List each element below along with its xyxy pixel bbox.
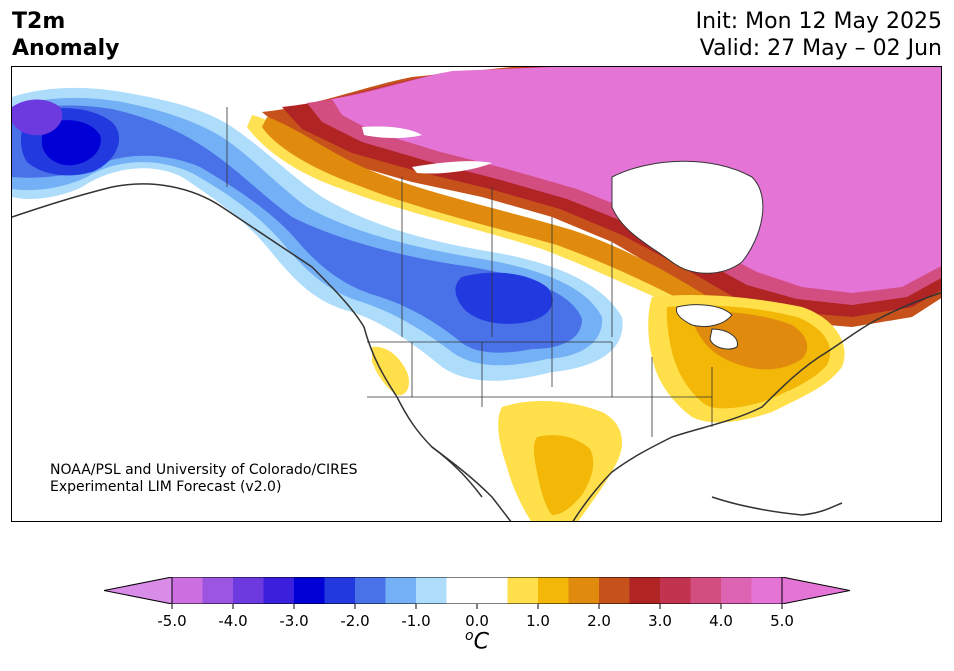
- colorbar-segment: [507, 577, 539, 604]
- credit-line-1: NOAA/PSL and University of Colorado/CIRE…: [50, 462, 358, 478]
- map-svg: [12, 67, 941, 521]
- anomaly-2c-north: [262, 117, 732, 319]
- colorbar-tick-label: -4.0: [218, 612, 247, 630]
- colorbar-ticks: -5.0 -4.0 -3.0 -2.0 -1.0 0.0 1.0 2.0 3.0 4.0 5.0: [157, 604, 794, 630]
- colorbar-segment: [446, 577, 478, 604]
- colorbar-segment: [477, 577, 508, 604]
- hudson-bay: [611, 160, 764, 274]
- title-line-1: T2m: [12, 9, 66, 34]
- colorbar-segment: [721, 577, 752, 604]
- colorbar-segment: [263, 577, 295, 604]
- valid-dates: Valid: 27 May – 02 Jun: [699, 36, 942, 61]
- mexico-outline: [431, 446, 843, 516]
- colorbar-tick-label: -2.0: [340, 612, 369, 630]
- colorbar-segment: [385, 577, 417, 604]
- arctic-channel: [362, 126, 492, 174]
- credit-line-2: Experimental LIM Forecast (v2.0): [50, 479, 282, 495]
- colorbar-tick-label: -5.0: [157, 612, 186, 630]
- colorbar-segment: [629, 577, 661, 604]
- coastline: [12, 183, 941, 521]
- colorbar-segment: [416, 577, 447, 604]
- anomaly-map: NOAA/PSL and University of Colorado/CIRE…: [11, 66, 942, 522]
- colorbar-segment: [324, 577, 356, 604]
- colorbar-tick-label: 5.0: [770, 612, 794, 630]
- credit-block: NOAA/PSL and University of Colorado/CIRE…: [50, 462, 358, 496]
- colorbar-tick-label: 4.0: [709, 612, 733, 630]
- colorbar-tick-label: -1.0: [401, 612, 430, 630]
- cold-anomaly-plains: [455, 272, 553, 324]
- map-title: T2m Anomaly: [12, 8, 119, 62]
- colorbar-segment: [568, 577, 600, 604]
- colorbar-segment: [538, 577, 569, 604]
- warm-anomaly-east-3c: [691, 311, 808, 370]
- warm-anomaly-california: [372, 346, 409, 396]
- colorbar-tick-label: 2.0: [587, 612, 611, 630]
- colorbar-tick-label: 3.0: [648, 612, 672, 630]
- colorbar-segment: [233, 577, 264, 604]
- colorbar-segment: [172, 577, 203, 604]
- warm-anomaly-southwest-2c: [533, 435, 594, 515]
- forecast-dates: Init: Mon 12 May 2025 Valid: 27 May – 02…: [696, 8, 942, 62]
- colorbar-segment: [599, 577, 630, 604]
- colorbar-tick-label: 1.0: [526, 612, 550, 630]
- colorbar-segment: [690, 577, 722, 604]
- cold-anomaly-5c: [12, 99, 63, 136]
- cold-anomaly-2c: [12, 105, 582, 353]
- state-borders: [226, 107, 713, 437]
- init-date: Init: Mon 12 May 2025: [695, 9, 942, 34]
- colorbar-segment: [355, 577, 386, 604]
- colorbar-over-arrow: [781, 577, 850, 604]
- colorbar-segment: [202, 577, 234, 604]
- cold-anomaly-4c: [41, 120, 101, 166]
- colorbar: [104, 577, 850, 604]
- colorbar-outline: [171, 577, 783, 604]
- colorbar-tick-label: 0.0: [465, 612, 489, 630]
- title-line-2: Anomaly: [12, 36, 120, 61]
- unit-prefix: o: [465, 628, 474, 644]
- great-lakes: [675, 304, 738, 350]
- colorbar-tick-label: -3.0: [279, 612, 308, 630]
- unit-letter: C: [473, 629, 489, 655]
- colorbar-segment: [751, 577, 783, 604]
- colorbar-segment: [660, 577, 691, 604]
- colorbar-segment: [294, 577, 325, 604]
- colorbar-under-arrow: [104, 577, 173, 604]
